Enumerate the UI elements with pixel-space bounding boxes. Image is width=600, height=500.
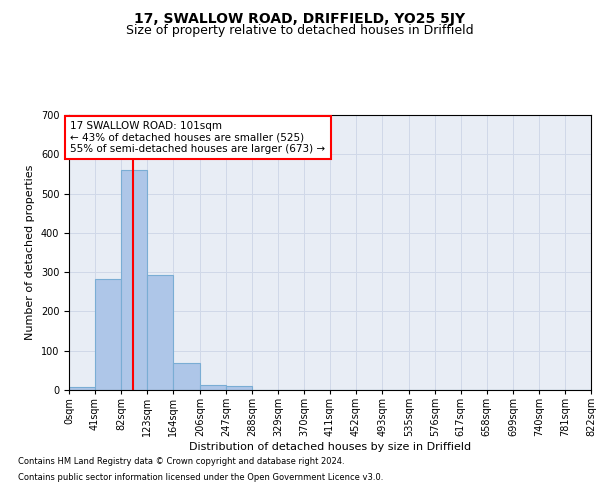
Text: 17, SWALLOW ROAD, DRIFFIELD, YO25 5JY: 17, SWALLOW ROAD, DRIFFIELD, YO25 5JY — [134, 12, 466, 26]
Bar — [95, 279, 121, 390]
Text: 17 SWALLOW ROAD: 101sqm
← 43% of detached houses are smaller (525)
55% of semi-d: 17 SWALLOW ROAD: 101sqm ← 43% of detache… — [70, 121, 325, 154]
Text: Size of property relative to detached houses in Driffield: Size of property relative to detached ho… — [126, 24, 474, 37]
Y-axis label: Number of detached properties: Number of detached properties — [25, 165, 35, 340]
Bar — [147, 276, 173, 390]
Text: Contains HM Land Registry data © Crown copyright and database right 2024.: Contains HM Land Registry data © Crown c… — [18, 458, 344, 466]
Bar — [226, 386, 252, 390]
Bar — [121, 170, 147, 390]
Bar — [200, 384, 226, 390]
Text: Contains public sector information licensed under the Open Government Licence v3: Contains public sector information licen… — [18, 472, 383, 482]
Bar — [69, 387, 95, 390]
X-axis label: Distribution of detached houses by size in Driffield: Distribution of detached houses by size … — [189, 442, 471, 452]
Bar — [173, 364, 200, 390]
